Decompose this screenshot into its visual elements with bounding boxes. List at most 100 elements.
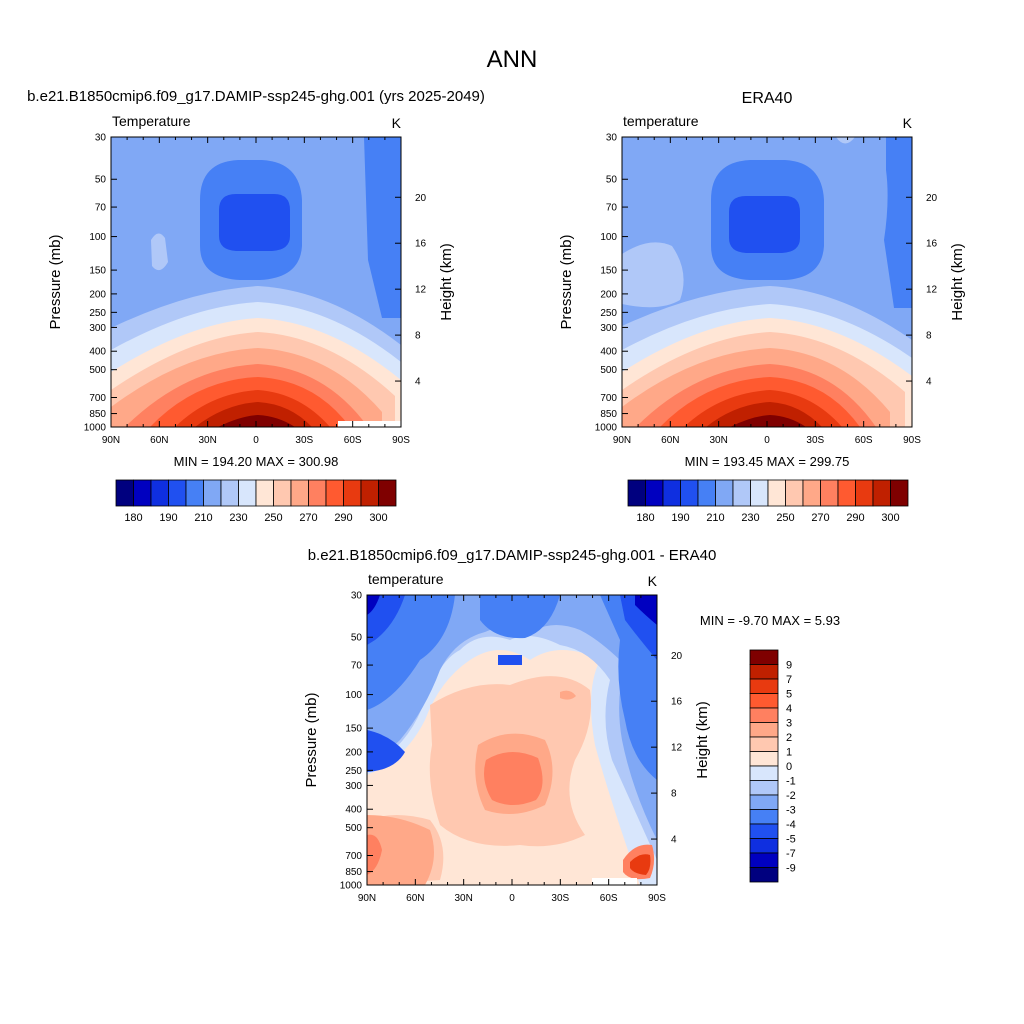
colorbar-swatch xyxy=(855,479,874,507)
panel-era40-colorbar: 180 190 210 230 250 270 290 300 xyxy=(627,479,909,524)
y-axis-title: Pressure (mb) xyxy=(558,234,575,329)
y-tick-label: 1000 xyxy=(340,881,363,892)
y-tick-label: 50 xyxy=(351,633,363,644)
x-tick-label: 90S xyxy=(903,435,921,446)
contour-fill-2-north xyxy=(367,815,434,885)
y-tick-label: 30 xyxy=(95,133,107,144)
colorbar-swatch xyxy=(715,479,734,507)
colorbar-label: 4 xyxy=(786,703,792,715)
y-tick-label: 100 xyxy=(345,690,362,701)
y-tick-label: 150 xyxy=(345,724,362,735)
colorbar-label: 230 xyxy=(229,512,247,524)
y-tick-label: 300 xyxy=(89,323,106,334)
height-tick-label: 16 xyxy=(415,239,427,250)
colorbar-swatch xyxy=(749,678,779,694)
height-tick-label: 12 xyxy=(415,285,427,296)
panel-era40-axes: 90N 60N 30N 0 30S 60S 90S 30 50 70 100 150 200 250 300… xyxy=(558,133,966,447)
contour-fill-minus5-lat20 xyxy=(367,730,405,772)
right-axis-title: Height (km) xyxy=(949,243,966,321)
y-tick-label: 50 xyxy=(606,175,618,186)
y-tick-label: 70 xyxy=(351,661,363,672)
y-tick-label: 200 xyxy=(600,289,617,300)
height-tick-label: 16 xyxy=(671,697,683,708)
height-tick-label: 12 xyxy=(926,285,938,296)
colorbar-swatch xyxy=(767,479,786,507)
y-tick-label: 300 xyxy=(345,781,362,792)
y-tick-label: 250 xyxy=(600,308,617,319)
height-tick-label: 4 xyxy=(926,377,932,388)
panel-era40-stats: MIN = 193.45 MAX = 299.75 xyxy=(685,454,850,469)
x-tick-label: 60S xyxy=(855,435,873,446)
y-tick-label: 30 xyxy=(351,591,363,602)
colorbar-swatch xyxy=(168,479,187,507)
missing-data-mask xyxy=(338,421,401,427)
colorbar-swatch xyxy=(627,479,646,507)
y-tick-label: 100 xyxy=(600,232,617,243)
contour-fill-190 xyxy=(219,194,290,251)
y-tick-label: 500 xyxy=(600,365,617,376)
panel-model-axes: 90N 60N 30N 0 30S 60S 90S 30 50 70 100 150 200 250 300… xyxy=(47,133,455,447)
colorbar-swatch xyxy=(749,693,779,709)
contour-fill-max xyxy=(730,415,806,427)
contour-fill-3-core xyxy=(484,751,543,805)
contour-fill-minus4-mid xyxy=(480,595,560,639)
colorbar-label: 180 xyxy=(124,512,142,524)
y-tick-label: 200 xyxy=(345,747,362,758)
contour-fill-2-small xyxy=(560,690,576,700)
colorbar-swatch xyxy=(750,479,769,507)
y-tick-label: 200 xyxy=(89,289,106,300)
panel-model-title: b.e21.B1850cmip6.f09_g17.DAMIP-ssp245-gh… xyxy=(27,88,485,105)
x-tick-label: 30S xyxy=(295,435,313,446)
colorbar-swatch xyxy=(749,809,779,825)
y-axis-title: Pressure (mb) xyxy=(303,692,320,787)
colorbar-label: -2 xyxy=(786,790,796,802)
y-tick-label: 300 xyxy=(600,323,617,334)
x-tick-label: 90N xyxy=(102,435,120,446)
colorbar-swatch xyxy=(273,479,292,507)
y-tick-label: 30 xyxy=(606,133,618,144)
contour-fill-210-south xyxy=(364,137,401,318)
height-tick-label: 4 xyxy=(415,377,421,388)
y-tick-label: 400 xyxy=(89,347,106,358)
colorbar-label: 190 xyxy=(159,512,177,524)
panel-era40-contours xyxy=(622,137,912,427)
colorbar-label: 2 xyxy=(786,732,792,744)
panel-model-units: K xyxy=(392,115,402,131)
x-tick-label: 30S xyxy=(806,435,824,446)
height-tick-label: 20 xyxy=(415,193,427,204)
colorbar-label: -3 xyxy=(786,805,796,817)
colorbar-label: 0 xyxy=(786,761,792,773)
colorbar-swatch xyxy=(185,479,204,507)
colorbar-swatch xyxy=(662,479,681,507)
colorbar-swatch xyxy=(749,664,779,680)
colorbar-label: 7 xyxy=(786,674,792,686)
colorbar-swatch xyxy=(645,479,664,507)
colorbar-label: -9 xyxy=(786,863,796,875)
colorbar-swatch xyxy=(872,479,891,507)
height-tick-label: 20 xyxy=(671,651,683,662)
panel-difference-axes: 90N 60N 30N 0 30S 60S 90S 30 50 70 100 150 200 250 300… xyxy=(303,591,711,905)
colorbar-swatch xyxy=(749,649,779,665)
colorbar-swatch xyxy=(820,479,839,507)
colorbar-label: 270 xyxy=(811,512,829,524)
colorbar-swatch xyxy=(802,479,821,507)
x-tick-label: 0 xyxy=(764,435,770,446)
colorbar-label: -5 xyxy=(786,834,796,846)
x-tick-label: 30N xyxy=(454,893,472,904)
panel-era40: ERA40 temperature K 90N 60N 30N 0 30S 60S 90S 3… xyxy=(558,90,966,524)
y-tick-label: 400 xyxy=(345,805,362,816)
colorbar-label: 300 xyxy=(369,512,387,524)
colorbar-swatch xyxy=(203,479,222,507)
x-tick-label: 60N xyxy=(406,893,424,904)
x-tick-label: 30S xyxy=(551,893,569,904)
x-tick-label: 90S xyxy=(648,893,666,904)
panel-difference-title: b.e21.B1850cmip6.f09_g17.DAMIP-ssp245-gh… xyxy=(308,547,717,564)
panel-difference-contours xyxy=(367,595,657,885)
colorbar-label: 230 xyxy=(741,512,759,524)
contour-fill-230-top xyxy=(836,137,855,144)
panel-model-contours xyxy=(111,137,401,427)
colorbar-swatch xyxy=(150,479,169,507)
y-tick-label: 150 xyxy=(89,266,106,277)
x-tick-label: 60N xyxy=(661,435,679,446)
colorbar-swatch xyxy=(749,838,779,854)
